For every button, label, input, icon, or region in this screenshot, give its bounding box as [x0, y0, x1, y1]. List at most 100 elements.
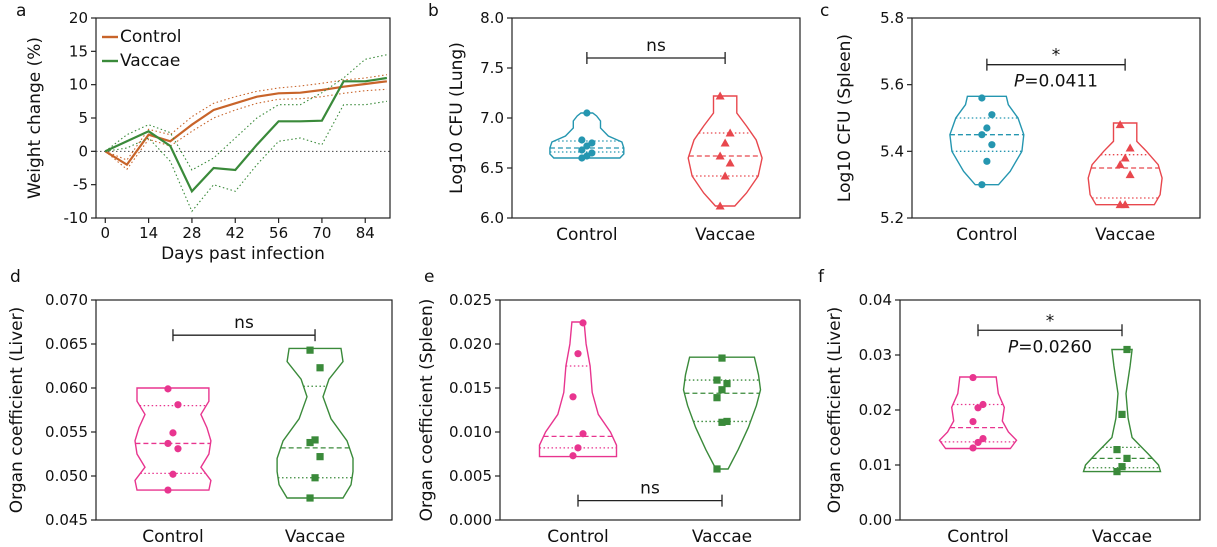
significance-label: ns — [234, 313, 254, 333]
data-point — [569, 393, 577, 401]
panel-letter-a: a — [16, 1, 26, 21]
violin-outline — [1082, 348, 1162, 473]
panel-letter-d: d — [10, 267, 21, 287]
y-tick-label: 0.04 — [859, 291, 892, 309]
y-tick-label: 0.045 — [45, 511, 88, 529]
x-category-label: Vaccae — [695, 225, 755, 245]
x-tick-label: 0 — [101, 224, 111, 242]
series-lower-bound — [104, 88, 387, 171]
data-point — [988, 111, 996, 119]
y-tick-label: 0.000 — [449, 511, 492, 529]
x-category-label: Control — [956, 225, 1017, 245]
significance-label: ns — [640, 479, 660, 499]
series-upper-bound — [104, 54, 388, 171]
data-point — [978, 94, 986, 102]
y-tick-label: 0.015 — [449, 379, 492, 397]
data-point — [715, 91, 725, 100]
y-tick-label: 0.060 — [45, 379, 88, 397]
plot-frame — [911, 17, 1201, 219]
y-tick-label: 5.6 — [880, 76, 904, 94]
series-upper-bound — [105, 74, 387, 161]
data-point — [983, 124, 991, 132]
data-point — [579, 319, 587, 327]
significance-label: * — [1052, 46, 1061, 66]
data-point — [720, 138, 730, 147]
panel-letter-f: f — [818, 267, 825, 287]
data-point — [579, 430, 587, 438]
y-axis-label: Log10 CFU (Lung) — [447, 42, 467, 194]
y-tick-label: 0.070 — [45, 291, 88, 309]
x-tick-label: 56 — [269, 224, 288, 242]
x-axis-label: Days past infection — [161, 244, 325, 264]
data-point — [1118, 410, 1126, 418]
data-point — [164, 486, 172, 494]
p-value: =0.0260 — [1018, 337, 1092, 357]
p-value-label: P=0.0411 — [1014, 72, 1098, 92]
y-tick-label: 0.01 — [859, 456, 892, 474]
data-point — [725, 158, 735, 167]
y-tick-label: -10 — [64, 209, 89, 227]
data-point — [983, 157, 991, 165]
p-symbol: P — [1014, 72, 1025, 92]
y-tick-label: 0.020 — [449, 335, 492, 353]
data-point — [725, 128, 735, 137]
panel-letter-c: c — [820, 1, 829, 21]
data-point — [1123, 345, 1131, 354]
y-tick-label: 0.03 — [859, 346, 892, 364]
data-point — [174, 401, 182, 409]
violin-outline — [682, 356, 762, 470]
y-axis-label: Organ coefficient (Liver) — [825, 307, 845, 513]
y-tick-label: 7.5 — [480, 59, 504, 77]
y-tick-label: 5.8 — [880, 9, 904, 27]
data-point — [574, 350, 582, 358]
data-point — [974, 438, 982, 447]
y-tick-label: 6.0 — [480, 209, 504, 227]
x-category-label: Vaccae — [285, 527, 345, 547]
y-tick-label: 6.5 — [480, 159, 504, 177]
panel-a-line-chart: -10 -5 0 5 10 15 20 Weight change (%) 0 14 28 42 56 7… — [25, 9, 391, 264]
data-point — [718, 418, 726, 426]
y-axis-label: Weight change (%) — [25, 37, 45, 199]
data-point — [1113, 446, 1121, 454]
plot-frame — [499, 299, 801, 521]
y-tick-label: 5 — [78, 109, 88, 127]
x-tick-label: 84 — [356, 224, 375, 242]
data-point — [306, 494, 314, 502]
x-category-label: Control — [547, 527, 608, 547]
y-tick-label: 0.055 — [45, 423, 88, 441]
significance-label: ns — [646, 36, 666, 56]
data-point — [583, 109, 591, 117]
data-point — [979, 435, 987, 443]
data-point — [578, 136, 586, 144]
violin-outline — [134, 387, 212, 491]
data-point — [1113, 468, 1121, 476]
panel-e-violin-chart: 0.000 0.005 0.010 0.015 0.020 0.025 Organ coef… — [417, 291, 801, 547]
series-line — [104, 80, 388, 167]
y-tick-label: 0.025 — [449, 291, 492, 309]
data-point — [316, 453, 324, 461]
panel-letter-b: b — [428, 1, 439, 21]
data-point — [316, 364, 324, 372]
data-point — [715, 151, 725, 160]
data-point — [1118, 463, 1126, 471]
data-point — [723, 380, 731, 388]
data-point — [969, 417, 977, 426]
p-value: =0.0411 — [1024, 72, 1098, 92]
data-point — [1120, 153, 1130, 162]
data-point — [1115, 160, 1125, 169]
data-point — [306, 346, 314, 354]
y-tick-label: 20 — [69, 9, 88, 27]
data-point — [306, 438, 314, 447]
y-tick-label: 5.2 — [880, 209, 904, 227]
violin-outline — [687, 95, 763, 207]
violin-outline — [276, 347, 354, 499]
data-point — [164, 439, 172, 448]
data-point — [311, 436, 319, 444]
data-point — [169, 470, 177, 478]
y-tick-label: 0.065 — [45, 335, 88, 353]
data-point — [969, 444, 977, 452]
y-tick-label: 0 — [78, 142, 88, 160]
x-category-label: Vaccae — [692, 527, 752, 547]
data-point — [311, 474, 319, 482]
